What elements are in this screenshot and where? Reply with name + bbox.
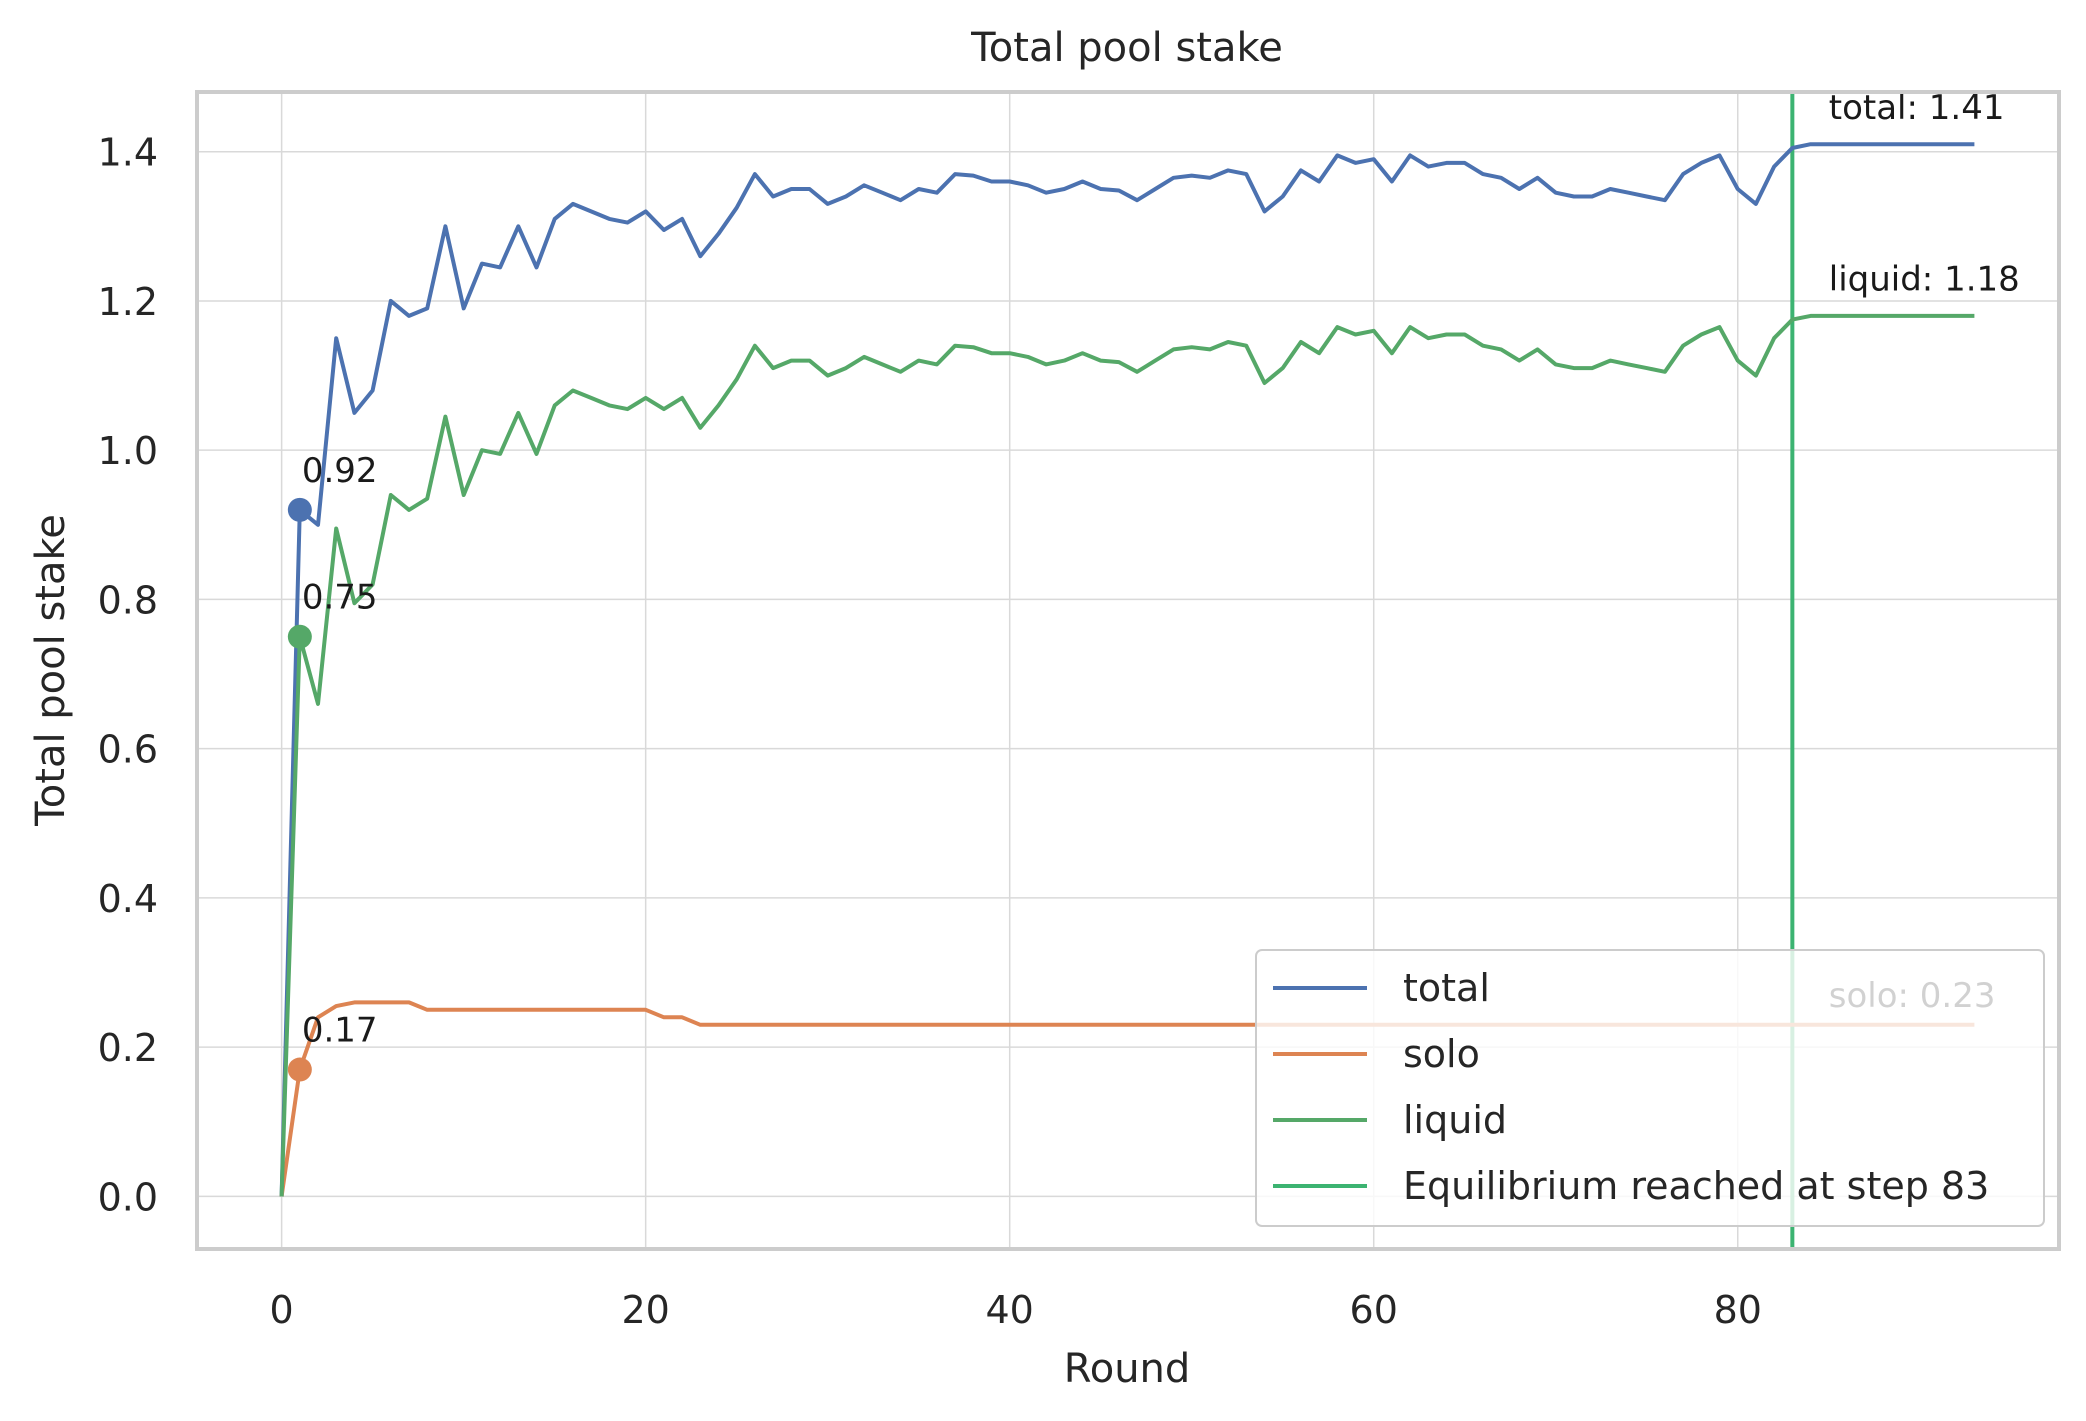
y-tick-label: 0.2: [98, 1026, 158, 1070]
legend-label: solo: [1403, 1032, 1480, 1076]
start-marker-liquid: [287, 624, 312, 649]
x-tick-label: 20: [621, 1288, 669, 1332]
start-value-label-solo: 0.17: [302, 1011, 378, 1051]
x-tick-label: 60: [1350, 1288, 1398, 1332]
legend-label: total: [1403, 966, 1490, 1010]
start-marker-total: [287, 497, 312, 522]
y-tick-label: 0.4: [98, 877, 158, 921]
y-axis-ticks: 0.0 0.2 0.4 0.6 0.8 1.0 1.2 1.4: [98, 131, 158, 1220]
y-axis-label: Total pool stake: [28, 514, 74, 827]
y-tick-label: 0.0: [98, 1175, 158, 1219]
grid-lines: [197, 92, 2059, 1249]
legend-label: Equilibrium reached at step 83: [1403, 1164, 1989, 1208]
chart-title: Total pool stake: [970, 25, 1283, 71]
x-tick-label: 80: [1714, 1288, 1762, 1332]
y-tick-label: 0.8: [98, 578, 158, 622]
legend-label: liquid: [1403, 1098, 1507, 1142]
legend-box: [1255, 949, 2045, 1227]
start-value-label-total: 0.92: [302, 451, 378, 491]
series-line-total: [279, 142, 1975, 1197]
plot-frame: [195, 90, 2061, 1251]
series-line-liquid: [279, 313, 1975, 1197]
x-axis-label: Round: [1064, 1346, 1191, 1392]
y-tick-label: 0.6: [98, 728, 158, 772]
x-axis-ticks: 0 20 40 60 80: [270, 1288, 1762, 1332]
start-markers: [287, 497, 312, 1082]
y-tick-label: 1.2: [98, 280, 158, 324]
legend: total solo liquid Equilibrium reached at st…: [1255, 949, 2045, 1227]
start-marker-solo: [287, 1057, 312, 1082]
start-value-label-liquid: 0.75: [302, 578, 378, 618]
end-value-label-total: total: 1.41: [1829, 88, 2005, 128]
x-tick-label: 0: [270, 1288, 294, 1332]
x-tick-label: 40: [986, 1288, 1034, 1332]
y-tick-label: 1.0: [98, 429, 158, 473]
y-tick-label: 1.4: [98, 131, 158, 175]
end-value-label-liquid: liquid: 1.18: [1829, 260, 2020, 300]
